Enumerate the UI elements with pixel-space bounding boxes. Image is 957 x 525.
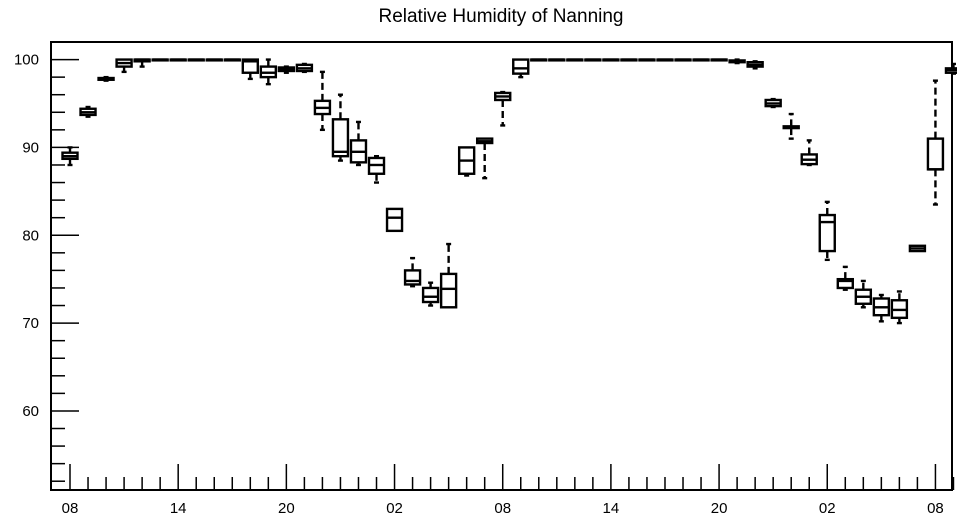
box-35 — [694, 60, 709, 61]
box-43 — [838, 267, 853, 290]
x-tick-label: 20 — [278, 500, 295, 517]
box-31 — [621, 60, 636, 61]
box-18 — [387, 209, 402, 231]
box-12 — [279, 67, 294, 73]
box-34 — [676, 60, 691, 61]
box-iqr — [387, 209, 402, 231]
x-tick-label: 14 — [170, 500, 187, 517]
box-3 — [117, 60, 132, 72]
box-11 — [261, 60, 276, 85]
box-41 — [802, 140, 817, 165]
box-42 — [820, 202, 835, 260]
box-40 — [784, 114, 799, 139]
y-tick-label: 70 — [22, 315, 39, 332]
box-8 — [207, 60, 222, 61]
x-tick-label: 20 — [711, 500, 728, 517]
box-iqr — [928, 139, 943, 170]
box-0 — [63, 147, 78, 165]
box-4 — [135, 60, 150, 67]
box-28 — [567, 60, 582, 61]
x-tick-label: 08 — [494, 500, 511, 517]
box-20 — [423, 283, 438, 306]
box-13 — [297, 64, 312, 72]
chart-title: Relative Humidity of Nanning — [378, 6, 623, 27]
box-37 — [730, 60, 745, 64]
y-tick-label: 100 — [14, 52, 39, 69]
box-17 — [369, 156, 384, 182]
box-27 — [549, 60, 564, 61]
box-iqr — [423, 288, 438, 302]
box-15 — [333, 95, 348, 161]
box-iqr — [820, 215, 835, 251]
axes: 60 70 80 90 100 08 14 20 02 08 14 20 02 08 — [14, 42, 954, 517]
box-26 — [531, 60, 546, 61]
box-46 — [892, 291, 907, 323]
box-2 — [99, 77, 114, 81]
box-38 — [748, 61, 763, 68]
box-5 — [153, 60, 168, 61]
x-tick-label: 02 — [386, 500, 403, 517]
box-1 — [81, 107, 96, 117]
box-36 — [712, 60, 727, 61]
box-30 — [603, 60, 618, 61]
y-tick-label: 90 — [22, 139, 39, 156]
box-29 — [585, 60, 600, 61]
box-iqr — [513, 60, 528, 74]
box-6 — [171, 60, 186, 61]
box-45 — [874, 295, 889, 321]
box-48 — [928, 81, 943, 205]
x-tick-label: 02 — [819, 500, 836, 517]
x-tick-label: 08 — [927, 500, 944, 517]
box-plot-series — [63, 60, 957, 324]
x-tick-label: 08 — [62, 500, 79, 517]
x-tick-label: 14 — [603, 500, 620, 517]
box-47 — [910, 246, 925, 251]
box-21 — [441, 244, 456, 307]
plot-frame — [51, 42, 952, 490]
box-44 — [856, 281, 871, 307]
box-39 — [766, 99, 781, 107]
box-iqr — [405, 270, 420, 284]
box-16 — [351, 122, 366, 165]
box-32 — [639, 60, 654, 61]
y-tick-label: 80 — [22, 227, 39, 244]
box-14 — [315, 72, 330, 130]
box-33 — [657, 60, 672, 61]
box-19 — [405, 258, 420, 286]
box-22 — [459, 147, 474, 175]
box-10 — [243, 60, 258, 79]
box-iqr — [441, 274, 456, 307]
box-24 — [495, 92, 510, 125]
box-7 — [189, 60, 204, 61]
y-tick-label: 60 — [22, 403, 39, 420]
box-23 — [477, 139, 492, 179]
box-9 — [225, 60, 240, 61]
box-25 — [513, 60, 528, 78]
